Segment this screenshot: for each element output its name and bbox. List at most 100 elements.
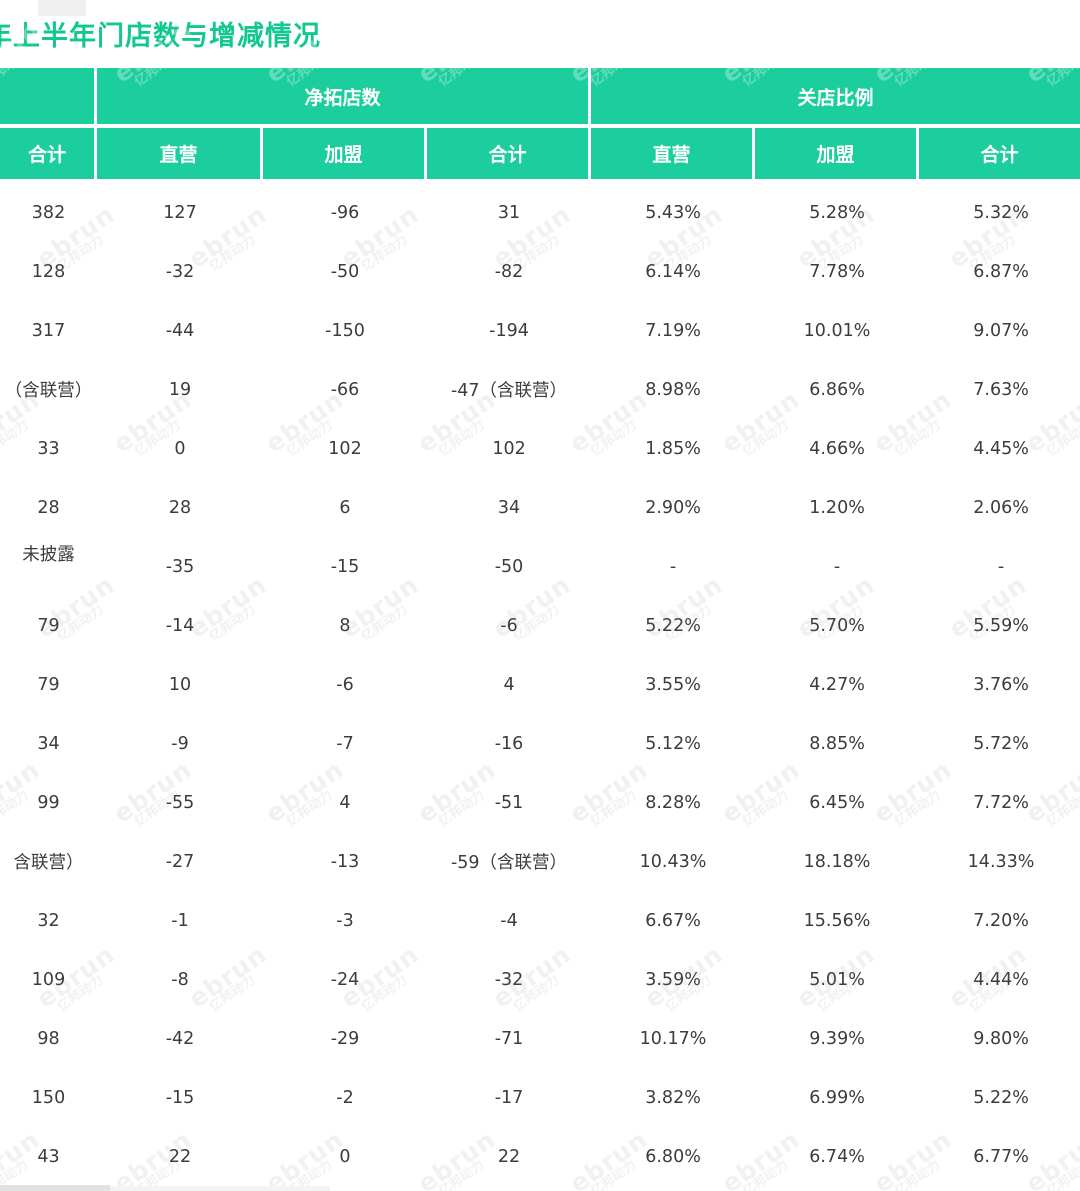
- table-cell: 3.55%: [645, 674, 701, 695]
- page-title-text: 上半年门店数与增减情况: [13, 21, 321, 52]
- table-cell: 0: [339, 1146, 351, 1167]
- table-cell: 79: [37, 674, 60, 695]
- sub-header-direct: 直营: [97, 128, 263, 183]
- table-cell: 34: [37, 733, 60, 754]
- table-row: 150 -15 -2 -17 3.82% 6.99% 5.22%: [0, 1068, 1080, 1127]
- table-row: 32 -1 -3 -4 6.67% 15.56% 7.20%: [0, 891, 1080, 950]
- table-row: 128 -32 -50 -82 6.14% 7.78% 6.87%: [0, 242, 1080, 301]
- table-cell: -16: [494, 733, 524, 754]
- table-cell: 317: [31, 320, 66, 341]
- table-cell: 34: [497, 497, 521, 518]
- table-cell: 10.43%: [639, 851, 707, 872]
- table-cell: 19: [168, 379, 192, 400]
- table-cell: 5.32%: [973, 202, 1029, 223]
- table-cell: -: [997, 556, 1005, 577]
- table-cell: -44: [165, 320, 195, 341]
- bottom-gray-artifact: [0, 1185, 110, 1191]
- sub-header-total: 合计: [0, 128, 97, 183]
- table-cell: -17: [494, 1087, 524, 1108]
- table-cell: 3.82%: [645, 1087, 701, 1108]
- table-cell: 32: [37, 910, 60, 931]
- table-cell: 1.85%: [645, 438, 701, 459]
- table-cell: -47（含联营）: [450, 381, 568, 401]
- table-cell: -150: [325, 320, 365, 341]
- table-row: 未披露 -35 -15 -50 - - -: [0, 537, 1080, 596]
- corner-cell: [0, 68, 97, 128]
- table-cell: -59（含联营）: [450, 853, 568, 873]
- table-cell: 4: [339, 792, 351, 813]
- table-cell: 5.22%: [973, 1087, 1029, 1108]
- table-row: 含联营） -27 -13 -59（含联营） 10.43% 18.18% 14.33%: [0, 832, 1080, 891]
- table-cell: 10: [168, 674, 192, 695]
- table-cell: 6.14%: [645, 261, 701, 282]
- table-cell: -50: [330, 261, 360, 282]
- table-cell: -13: [330, 851, 360, 872]
- table-cell: 150: [31, 1087, 66, 1108]
- table-cell: 未披露: [22, 545, 75, 565]
- table-cell: 9.39%: [809, 1028, 865, 1049]
- table-group-header-row: 净拓店数 关店比例: [0, 68, 1080, 128]
- table-cell: 22: [168, 1146, 192, 1167]
- table-cell: 4.66%: [809, 438, 865, 459]
- table-cell: 5.01%: [809, 969, 865, 990]
- table-cell: -9: [171, 733, 189, 754]
- table-cell: 31: [497, 202, 521, 223]
- table-cell: 6.86%: [809, 379, 865, 400]
- group-header-closure-ratio: 关店比例: [591, 68, 1080, 128]
- table-cell: 3.76%: [973, 674, 1029, 695]
- table-cell: -27: [165, 851, 195, 872]
- table-cell: 102: [492, 438, 526, 459]
- table-sub-header-row: 合计 直营 加盟 合计 直营 加盟 合计: [0, 128, 1080, 183]
- table-cell: -: [669, 556, 677, 577]
- table-cell: 7.78%: [809, 261, 865, 282]
- table-cell: -24: [330, 969, 360, 990]
- page-title: 年上半年门店数与增减情况: [0, 14, 321, 53]
- table-cell: 99: [37, 792, 60, 813]
- table-cell: -14: [165, 615, 195, 636]
- table-cell: -15: [165, 1087, 195, 1108]
- table-cell: 6.80%: [645, 1146, 701, 1167]
- table-cell: -7: [336, 733, 354, 754]
- table-cell: 5.59%: [973, 615, 1029, 636]
- table-cell: 7.63%: [973, 379, 1029, 400]
- table-cell: 382: [31, 202, 66, 223]
- sub-header-direct: 直营: [591, 128, 756, 183]
- table-cell: 98: [37, 1028, 60, 1049]
- table-cell: 5.43%: [645, 202, 701, 223]
- table-cell: 6: [339, 497, 351, 518]
- table-cell: 3.59%: [645, 969, 701, 990]
- table-cell: 5.12%: [645, 733, 701, 754]
- table-cell: 6.87%: [973, 261, 1029, 282]
- table-cell: 5.70%: [809, 615, 865, 636]
- table-cell: 14.33%: [967, 851, 1035, 872]
- table-cell: -96: [330, 202, 360, 223]
- table-cell: 28: [37, 497, 60, 518]
- table-cell: 10.17%: [639, 1028, 707, 1049]
- table-cell: 6.45%: [809, 792, 865, 813]
- table-cell: -50: [494, 556, 524, 577]
- sub-header-total: 合计: [427, 128, 592, 183]
- sub-header-total: 合计: [919, 128, 1080, 183]
- sub-header-franchise: 加盟: [263, 128, 427, 183]
- table-cell: 7.72%: [973, 792, 1029, 813]
- group-header-net-new-stores: 净拓店数: [97, 68, 592, 128]
- table-row: 33 0 102 102 1.85% 4.66% 4.45%: [0, 419, 1080, 478]
- table-cell: 4.27%: [809, 674, 865, 695]
- table-cell: -2: [336, 1087, 354, 1108]
- top-gray-artifact: [38, 0, 86, 16]
- table-cell: -194: [489, 320, 529, 341]
- table-cell: -55: [165, 792, 195, 813]
- table-cell: 18.18%: [803, 851, 871, 872]
- table-cell: -6: [500, 615, 518, 636]
- table-cell: 10.01%: [803, 320, 871, 341]
- table-cell: 6.67%: [645, 910, 701, 931]
- table-cell: -32: [494, 969, 524, 990]
- table-cell: -71: [494, 1028, 524, 1049]
- table-cell: 109: [31, 969, 66, 990]
- table-cell: 22: [497, 1146, 521, 1167]
- table-cell: 33: [37, 438, 60, 459]
- table-cell: 5.72%: [973, 733, 1029, 754]
- table-cell: -6: [336, 674, 354, 695]
- table-cell: 含联营）: [13, 853, 84, 873]
